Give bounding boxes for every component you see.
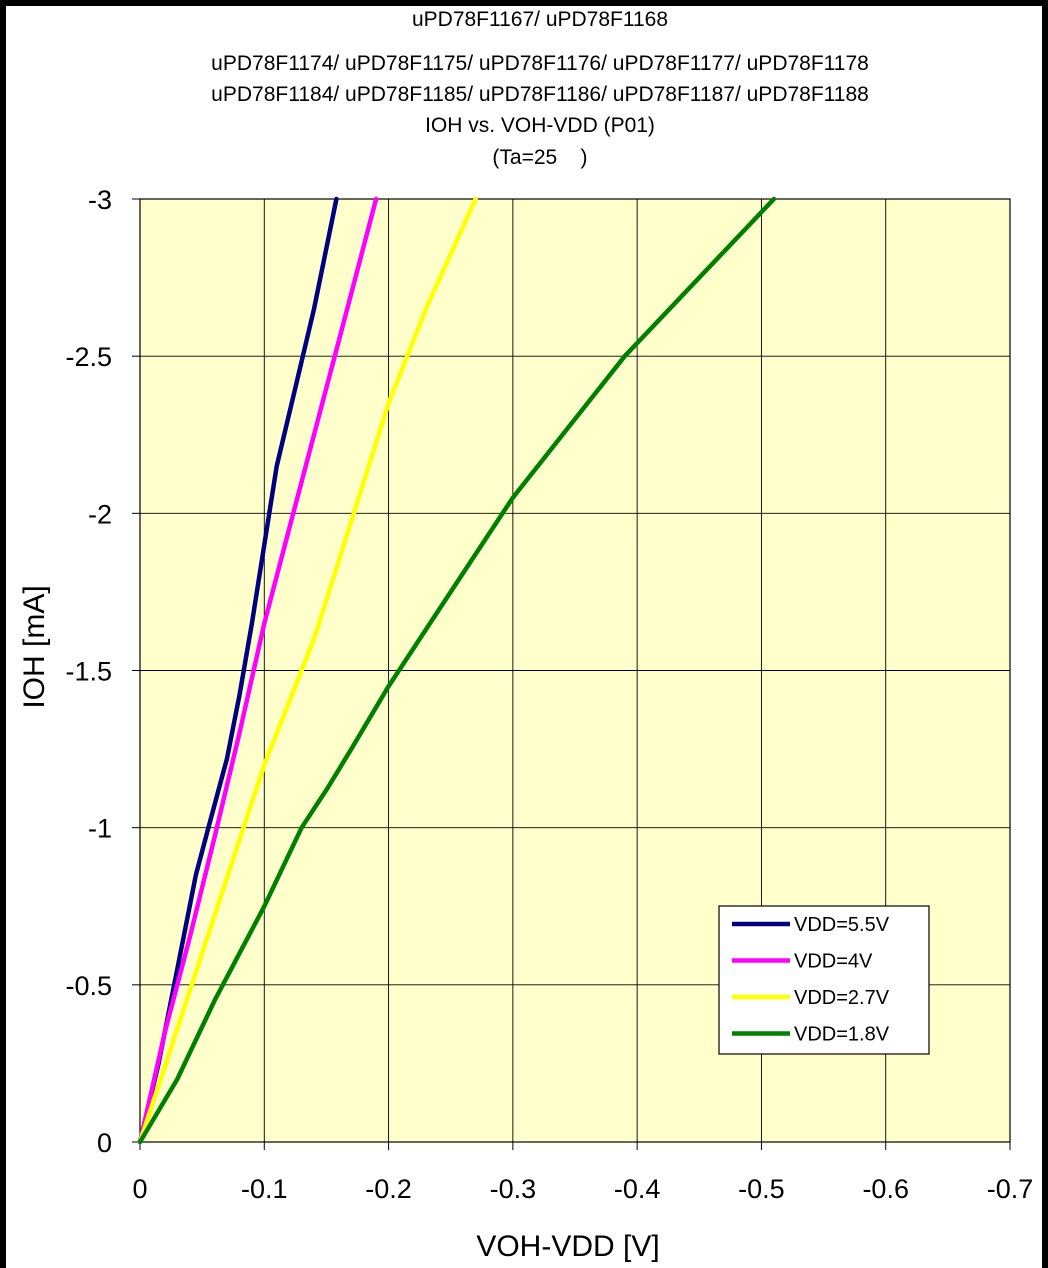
x-tick-label: -0.6 — [862, 1174, 909, 1204]
series-line-1 — [137, 196, 339, 1145]
legend-label-2: VDD=4V — [794, 951, 873, 973]
x-tick-label: -0.2 — [365, 1174, 412, 1204]
x-tick-label: -0.1 — [241, 1174, 288, 1204]
title-line-4: IOH vs. VOH-VDD (P01) — [425, 114, 655, 137]
x-axis-label: VOH-VDD [V] — [476, 1230, 659, 1263]
x-tick-label: -0.3 — [490, 1174, 537, 1204]
axis-ticks: 0 -0.1 -0.2 -0.3 -0.4 -0.5 -0.6 -0.7 0 -0.5 -1 -1.5… — [65, 185, 1033, 1204]
y-tick-label: -3 — [88, 185, 112, 215]
y-tick-label: -2.5 — [65, 342, 112, 372]
y-tick-label: -1 — [88, 814, 112, 844]
series-lines — [137, 196, 777, 1145]
y-tick-label: -1.5 — [65, 657, 112, 687]
y-tick-label: -2 — [88, 499, 112, 529]
legend-label-1: VDD=5.5V — [794, 914, 890, 936]
y-axis-label: IOH [mA] — [18, 585, 51, 708]
title-line-1: uPD78F1167/ uPD78F1168 — [412, 8, 668, 31]
series-line-2 — [137, 196, 379, 1145]
series-line-3 — [137, 196, 478, 1145]
title-line-3: uPD78F1184/ uPD78F1185/ uPD78F1186/ uPD7… — [211, 83, 869, 106]
chart-title: uPD78F1167/ uPD78F1168 uPD78F1174/ uPD78… — [211, 8, 869, 169]
legend-label-4: VDD=1.8V — [794, 1024, 890, 1046]
x-tick-label: -0.7 — [987, 1174, 1034, 1204]
legend: VDD=5.5V VDD=4V VDD=2.7V VDD=1.8V — [718, 905, 930, 1055]
legend-label-3: VDD=2.7V — [794, 987, 890, 1009]
x-tick-label: -0.5 — [738, 1174, 785, 1204]
x-tick-label: -0.4 — [614, 1174, 661, 1204]
y-tick-label: -0.5 — [65, 971, 112, 1001]
series-line-4 — [137, 196, 777, 1145]
grid — [140, 199, 1010, 1142]
y-tick-label: 0 — [97, 1128, 112, 1158]
x-tick-label: 0 — [132, 1174, 147, 1204]
title-line-5: (Ta=25 ) — [492, 146, 587, 169]
legend-box — [718, 905, 930, 1055]
title-line-2: uPD78F1174/ uPD78F1175/ uPD78F1176/ uPD7… — [211, 52, 869, 75]
